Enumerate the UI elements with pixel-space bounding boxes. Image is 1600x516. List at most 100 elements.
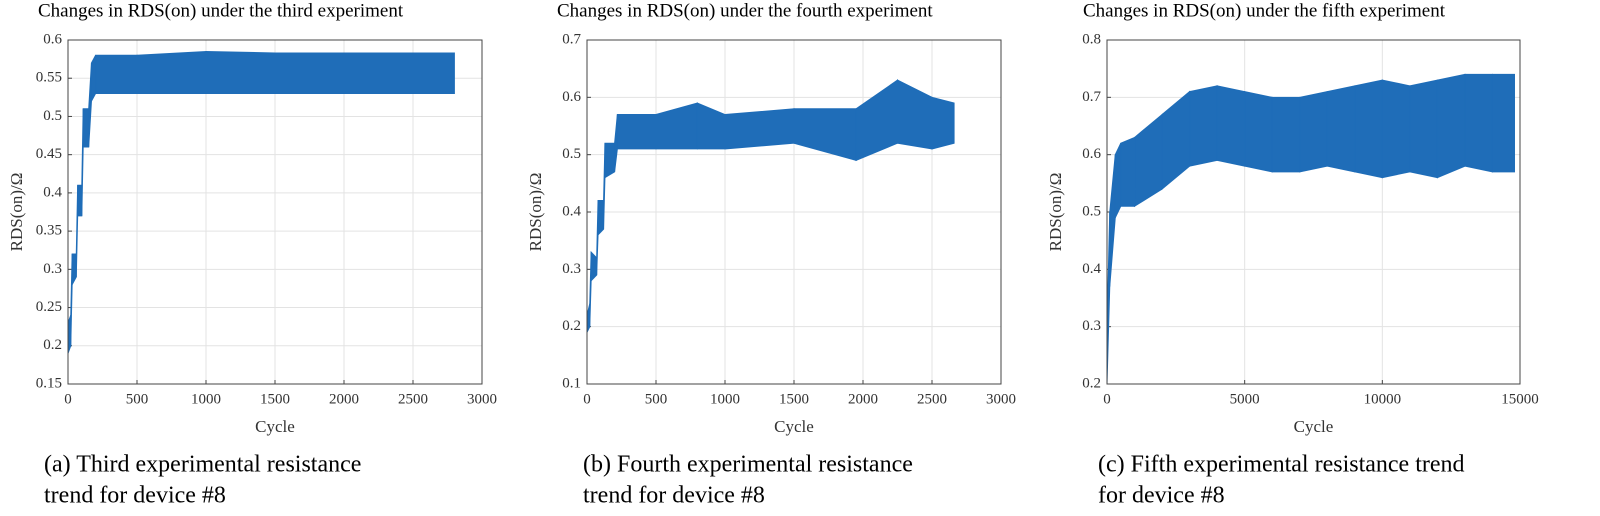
x-tick-label: 2000 (848, 391, 878, 407)
band-segment (1120, 136, 1136, 207)
chart-title: Changes in RDS(on) under the third exper… (38, 0, 404, 21)
x-tick-label: 0 (1103, 391, 1111, 407)
band-segment (95, 54, 138, 95)
y-tick-label: 0.3 (1082, 318, 1101, 334)
band-segment (274, 52, 345, 95)
band-segment (897, 79, 933, 150)
x-tick-label: 2000 (329, 391, 359, 407)
y-axis-label: RDS(on)/Ω (1046, 173, 1065, 252)
chart-title: Changes in RDS(on) under the fifth exper… (1083, 0, 1446, 21)
caption: (a) Third experimental resistance (44, 452, 361, 478)
y-tick-label: 0.2 (1082, 375, 1101, 391)
x-tick-label: 500 (126, 391, 149, 407)
x-tick-label: 2500 (917, 391, 947, 407)
band-segment (1464, 73, 1493, 173)
x-tick-label: 3000 (467, 391, 497, 407)
y-tick-label: 0.35 (36, 223, 62, 239)
caption: (b) Fourth experimental resistance (583, 452, 913, 478)
y-tick-label: 0.5 (562, 146, 581, 162)
band-segment (1161, 90, 1191, 191)
band-segment (82, 108, 90, 148)
x-axis-label: Cycle (774, 417, 814, 436)
x-tick-label: 1500 (260, 391, 290, 407)
band-segment (1381, 79, 1411, 179)
band-segment (793, 108, 857, 162)
band-segment (855, 79, 898, 162)
y-tick-label: 0.6 (43, 31, 62, 47)
y-tick-label: 0.4 (1082, 261, 1101, 277)
band-segment (77, 184, 83, 217)
band-segment (1326, 85, 1356, 173)
band-segment (412, 52, 455, 95)
band-segment (136, 50, 207, 95)
x-tick-label: 0 (64, 391, 72, 407)
y-tick-label: 0.6 (562, 89, 581, 105)
band-segment (71, 253, 77, 285)
y-tick-label: 0.7 (562, 31, 581, 47)
y-tick-label: 0.2 (43, 337, 62, 353)
y-tick-label: 0.55 (36, 70, 62, 86)
band-segment (1299, 90, 1328, 173)
x-axis-label: Cycle (1294, 417, 1334, 436)
x-tick-label: 1000 (710, 391, 740, 407)
y-tick-label: 0.8 (1082, 31, 1101, 47)
y-tick-label: 0.5 (43, 108, 62, 124)
caption: trend for device #8 (44, 483, 226, 509)
band-segment (90, 55, 97, 102)
band-segment (1491, 73, 1515, 173)
band-segment (1244, 90, 1273, 173)
x-tick-label: 15000 (1501, 391, 1539, 407)
y-tick-label: 0.15 (36, 375, 62, 391)
band-segment (205, 50, 276, 95)
band-segment (1189, 85, 1218, 167)
band-segment (597, 200, 605, 237)
y-tick-label: 0.4 (562, 203, 581, 219)
chart-title: Changes in RDS(on) under the fourth expe… (557, 0, 933, 21)
x-axis-label: Cycle (255, 417, 295, 436)
plot-frame (1106, 39, 1521, 385)
band-segment (604, 142, 616, 179)
caption: trend for device #8 (583, 483, 765, 509)
x-tick-label: 1000 (191, 391, 221, 407)
x-tick-label: 3000 (986, 391, 1016, 407)
band-segment (1271, 96, 1301, 173)
band-segment (931, 96, 955, 150)
y-tick-label: 0.25 (36, 299, 62, 315)
y-tick-label: 0.1 (562, 375, 581, 391)
y-tick-label: 0.7 (1082, 89, 1101, 105)
band-segment (1354, 79, 1383, 179)
caption: for device #8 (1098, 483, 1225, 509)
x-tick-label: 500 (645, 391, 668, 407)
band-segment (343, 52, 414, 95)
band-segment (1436, 73, 1466, 179)
band-segment (590, 250, 598, 283)
y-tick-label: 0.6 (1082, 146, 1101, 162)
band-segment (1134, 113, 1163, 208)
y-axis-label: RDS(on)/Ω (7, 173, 26, 252)
band-segment (616, 114, 657, 150)
band-segment (655, 102, 698, 150)
band-segment (1409, 79, 1438, 179)
band-segment (1216, 85, 1246, 167)
band-segment (1109, 154, 1116, 287)
y-tick-label: 0.2 (562, 318, 581, 334)
y-tick-label: 0.3 (562, 261, 581, 277)
y-tick-label: 0.3 (43, 261, 62, 277)
plot-frame (586, 39, 1002, 385)
x-tick-label: 5000 (1230, 391, 1260, 407)
band-segment (1114, 142, 1122, 218)
y-tick-label: 0.45 (36, 146, 62, 162)
y-tick-label: 0.4 (43, 184, 62, 200)
x-tick-label: 0 (583, 391, 591, 407)
y-tick-label: 0.5 (1082, 203, 1101, 219)
y-axis-label: RDS(on)/Ω (526, 173, 545, 252)
band-segment (696, 102, 726, 150)
x-tick-label: 2500 (398, 391, 428, 407)
plot-frame (67, 39, 483, 385)
band-segment (724, 108, 795, 150)
x-tick-label: 1500 (779, 391, 809, 407)
caption: (c) Fifth experimental resistance trend (1098, 452, 1465, 478)
x-tick-label: 10000 (1364, 391, 1402, 407)
